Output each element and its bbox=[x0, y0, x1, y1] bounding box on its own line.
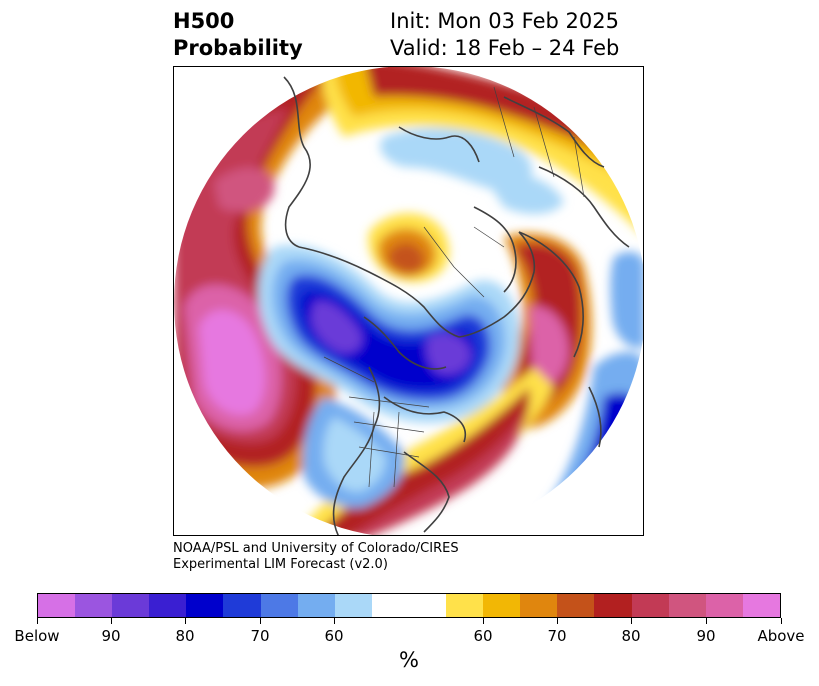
colorbar-segment bbox=[112, 594, 150, 617]
colorbar-tick-label: 80 bbox=[175, 627, 195, 645]
colorbar-segment bbox=[557, 594, 595, 617]
colorbar-tick-label: Below bbox=[14, 627, 60, 645]
colorbar-segment bbox=[149, 594, 187, 617]
colorbar-tick bbox=[37, 618, 38, 624]
colorbar-segment bbox=[223, 594, 261, 617]
title-left: H500 Probability bbox=[173, 8, 303, 62]
colorbar-tick bbox=[483, 618, 484, 624]
colorbar-unit: % bbox=[399, 648, 419, 672]
colorbar-segment bbox=[260, 594, 298, 617]
title-right: Init: Mon 03 Feb 2025 Valid: 18 Feb – 24… bbox=[390, 8, 619, 62]
colorbar-tick bbox=[557, 618, 558, 624]
colorbar bbox=[37, 593, 781, 618]
political-borders bbox=[323, 86, 585, 488]
colorbar-tick-label: 70 bbox=[250, 627, 270, 645]
colorbar-tick-label: 90 bbox=[101, 627, 121, 645]
colorbar-segment bbox=[594, 594, 632, 617]
colorbar-segment bbox=[446, 594, 484, 617]
colorbar-segment bbox=[742, 594, 780, 617]
colorbar-tick bbox=[185, 618, 186, 624]
colorbar-tick bbox=[260, 618, 261, 624]
colorbar-segment bbox=[186, 594, 224, 617]
credit: NOAA/PSL and University of Colorado/CIRE… bbox=[173, 541, 459, 573]
colorbar-segment bbox=[75, 594, 113, 617]
colorbar-tick bbox=[706, 618, 707, 624]
colorbar-segment bbox=[668, 594, 706, 617]
credit-line-2: Experimental LIM Forecast (v2.0) bbox=[173, 557, 388, 572]
colorbar-tick bbox=[334, 618, 335, 624]
colorbar-segment bbox=[371, 594, 447, 617]
colorbar-segment bbox=[334, 594, 372, 617]
map-panel bbox=[173, 66, 644, 536]
colorbar-segment bbox=[483, 594, 521, 617]
title-line-2: Probability bbox=[173, 36, 303, 60]
probability-shading bbox=[174, 67, 643, 535]
colorbar-segment bbox=[297, 594, 335, 617]
coastlines bbox=[283, 76, 630, 535]
colorbar-segment bbox=[38, 594, 76, 617]
colorbar-tick-label: 80 bbox=[621, 627, 641, 645]
colorbar-tick-label: 60 bbox=[473, 627, 493, 645]
title-line-1: H500 bbox=[173, 9, 235, 33]
colorbar-tick bbox=[631, 618, 632, 624]
colorbar-tick-label: 70 bbox=[547, 627, 567, 645]
colorbar-segment bbox=[520, 594, 558, 617]
colorbar-segment bbox=[631, 594, 669, 617]
init-date: Init: Mon 03 Feb 2025 bbox=[390, 9, 619, 33]
colorbar-tick bbox=[781, 618, 782, 624]
colorbar-segment bbox=[705, 594, 743, 617]
probability-map bbox=[174, 67, 643, 535]
colorbar-tick-label: 60 bbox=[324, 627, 344, 645]
colorbar-tick bbox=[111, 618, 112, 624]
colorbar-tick-label: Above bbox=[757, 627, 805, 645]
colorbar-tick-label: 90 bbox=[696, 627, 716, 645]
valid-date: Valid: 18 Feb – 24 Feb bbox=[390, 36, 620, 60]
credit-line-1: NOAA/PSL and University of Colorado/CIRE… bbox=[173, 541, 459, 556]
